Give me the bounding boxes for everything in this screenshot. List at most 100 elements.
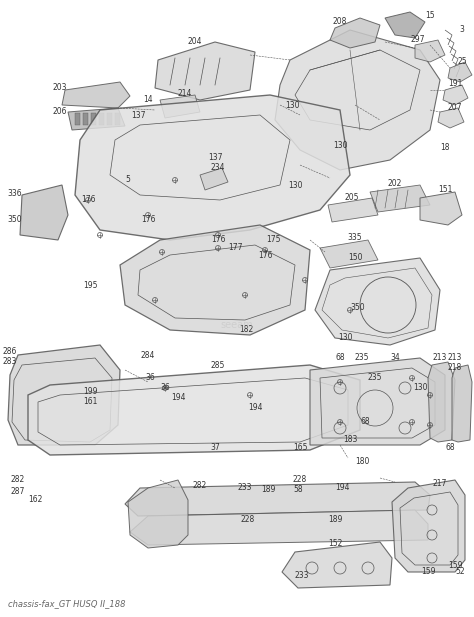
Text: 183: 183 [343,436,357,444]
Polygon shape [420,192,462,225]
Text: 176: 176 [141,215,155,225]
Text: 284: 284 [141,350,155,360]
Text: 161: 161 [83,397,97,407]
Text: 36: 36 [160,384,170,392]
Text: 176: 176 [258,251,272,260]
Text: 34: 34 [390,354,400,363]
Text: 52: 52 [455,568,465,576]
Text: 191: 191 [448,78,462,88]
Text: 14: 14 [143,96,153,104]
Text: 235: 235 [355,354,369,363]
Polygon shape [20,185,68,240]
Text: 177: 177 [228,242,242,252]
Polygon shape [370,185,430,212]
Text: 213: 213 [448,354,462,363]
Polygon shape [62,82,130,108]
Polygon shape [385,12,425,38]
Text: 165: 165 [293,444,307,452]
Polygon shape [75,113,80,125]
Text: 283: 283 [3,357,17,366]
Polygon shape [415,40,445,62]
Polygon shape [107,113,112,125]
Text: 199: 199 [83,387,97,397]
Text: 195: 195 [83,281,97,289]
Text: 194: 194 [171,392,185,402]
Text: 228: 228 [241,515,255,524]
Text: 228: 228 [293,476,307,484]
Text: 194: 194 [335,484,349,492]
Text: 206: 206 [53,107,67,117]
Polygon shape [320,240,378,268]
Text: 234: 234 [211,162,225,172]
Text: 130: 130 [413,384,427,392]
Text: 208: 208 [333,17,347,27]
Polygon shape [315,258,440,345]
Polygon shape [155,42,255,100]
Polygon shape [275,30,440,170]
Polygon shape [125,482,430,516]
Text: 15: 15 [425,10,435,20]
Polygon shape [448,62,472,82]
Polygon shape [8,345,120,445]
Text: 58: 58 [293,486,303,494]
Polygon shape [310,358,445,445]
Text: 152: 152 [328,539,342,547]
Text: 213: 213 [433,354,447,363]
Text: 130: 130 [338,334,352,342]
Polygon shape [115,113,120,125]
Text: 180: 180 [355,457,369,466]
Text: 205: 205 [345,193,359,202]
Text: 36: 36 [145,373,155,383]
Polygon shape [120,225,310,335]
Polygon shape [99,113,104,125]
Polygon shape [428,362,455,442]
Text: 137: 137 [131,110,145,120]
Text: 285: 285 [211,360,225,370]
Text: 217: 217 [433,479,447,487]
Polygon shape [328,198,378,222]
Text: 68: 68 [335,352,345,362]
Text: 68: 68 [445,442,455,452]
Text: 335: 335 [348,233,362,242]
Text: 233: 233 [238,484,252,492]
Polygon shape [75,95,350,240]
Text: 151: 151 [438,186,452,194]
Text: 25: 25 [457,57,467,67]
Text: 287: 287 [11,487,25,497]
Polygon shape [28,365,360,455]
Text: 150: 150 [348,254,362,262]
Polygon shape [452,365,472,442]
Polygon shape [128,480,188,548]
Text: 5: 5 [126,175,130,184]
Text: 203: 203 [53,83,67,93]
Text: 194: 194 [248,402,262,412]
Polygon shape [68,108,125,130]
Text: 207: 207 [448,102,462,112]
Text: 336: 336 [8,189,22,199]
Text: chassis-fax_GT HUSQ II_188: chassis-fax_GT HUSQ II_188 [8,599,126,608]
Text: 286: 286 [3,347,17,357]
Text: 297: 297 [411,36,425,44]
Polygon shape [392,480,465,572]
Polygon shape [83,113,88,125]
Polygon shape [438,108,464,128]
Polygon shape [443,85,468,105]
Text: 214: 214 [178,89,192,99]
Text: 37: 37 [210,442,220,452]
Text: 350: 350 [351,304,365,312]
Text: 130: 130 [333,141,347,149]
Polygon shape [160,95,200,118]
Text: 235: 235 [368,373,382,383]
Text: seeam: seeam [221,320,253,330]
Text: 162: 162 [28,495,42,505]
Text: 175: 175 [266,236,280,244]
Text: 130: 130 [288,181,302,189]
Text: 3: 3 [460,25,465,35]
Text: 189: 189 [328,515,342,524]
Text: 218: 218 [448,363,462,373]
Polygon shape [282,542,392,588]
Text: 18: 18 [440,144,450,152]
Text: 204: 204 [188,38,202,46]
Text: 137: 137 [208,154,222,162]
Text: 282: 282 [193,481,207,489]
